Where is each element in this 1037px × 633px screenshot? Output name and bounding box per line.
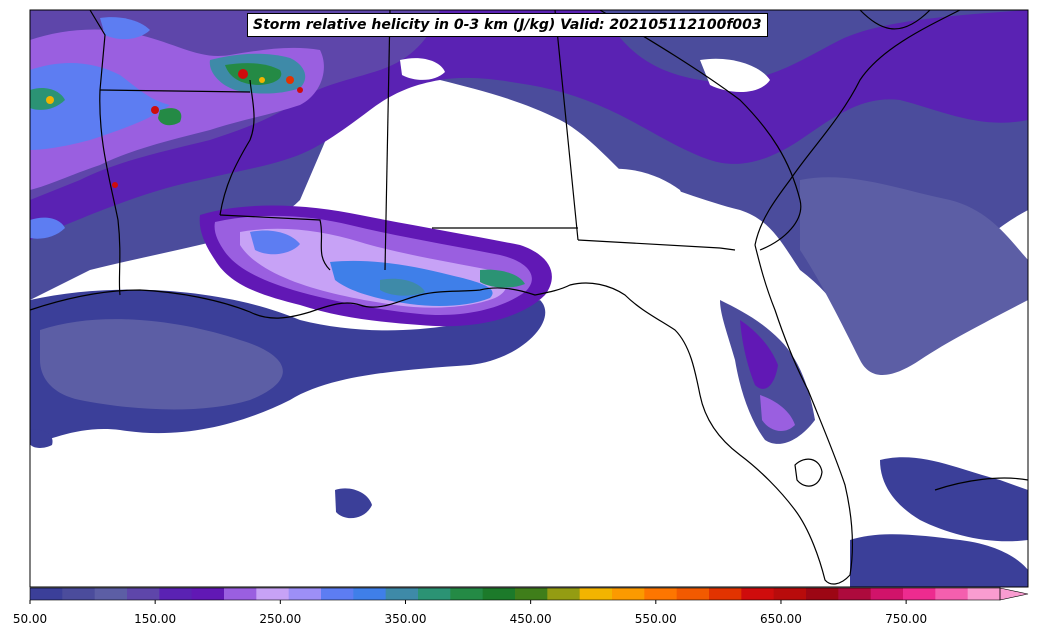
colorbar-tick-label: 150.00 [134, 612, 177, 626]
colorbar-segment [450, 588, 484, 600]
colorbar-segment [612, 588, 645, 600]
colorbar-segment [127, 588, 160, 600]
colorbar-segment [935, 588, 969, 600]
colorbar-segment [903, 588, 936, 600]
colorbar-segment [385, 588, 419, 600]
colorbar-tick-label: 350.00 [384, 612, 427, 626]
colorbar-segment [967, 588, 1001, 600]
colorbar-segment [159, 588, 193, 600]
colorbar-segment [62, 588, 96, 600]
colorbar-tick-label: 50.00 [12, 612, 48, 626]
colorbar-extend-arrow [999, 587, 1029, 601]
colorbar-tick-label: 450.00 [509, 612, 552, 626]
colorbar-segment [256, 588, 290, 600]
colorbar-tick-label: 750.00 [885, 612, 928, 626]
colorbar-segment [321, 588, 354, 600]
colorbar-tick-label: 550.00 [634, 612, 677, 626]
colorbar-segment [806, 588, 839, 600]
map-frame [29, 9, 1029, 588]
boundaries [29, 9, 1029, 585]
colorbar-border [29, 587, 1001, 601]
colorbar-segment [30, 588, 63, 600]
colorbar-segment [482, 588, 516, 600]
colorbar-segment [709, 588, 742, 600]
colorbar-segment [773, 588, 807, 600]
colorbar-segment [515, 588, 548, 600]
colorbar-segment [676, 588, 710, 600]
colorbar-segment [579, 588, 613, 600]
map-title: Storm relative helicity in 0-3 km (J/kg)… [247, 13, 768, 37]
colorbar-segment [353, 588, 387, 600]
helicity-field [30, 10, 1028, 587]
colorbar-segment [94, 588, 128, 600]
colorbar-segment [644, 588, 678, 600]
colorbar-segment [418, 588, 451, 600]
colorbar-tick-label: 650.00 [759, 612, 802, 626]
colorbar [29, 587, 1029, 604]
colorbar-tick-label: 250.00 [259, 612, 302, 626]
colorbar-segment [191, 588, 225, 600]
colorbar-segment [741, 588, 775, 600]
colorbar-segment [838, 588, 872, 600]
colorbar-segment [288, 588, 322, 600]
colorbar-segment [224, 588, 257, 600]
colorbar-segment [870, 588, 904, 600]
colorbar-segment [547, 588, 581, 600]
